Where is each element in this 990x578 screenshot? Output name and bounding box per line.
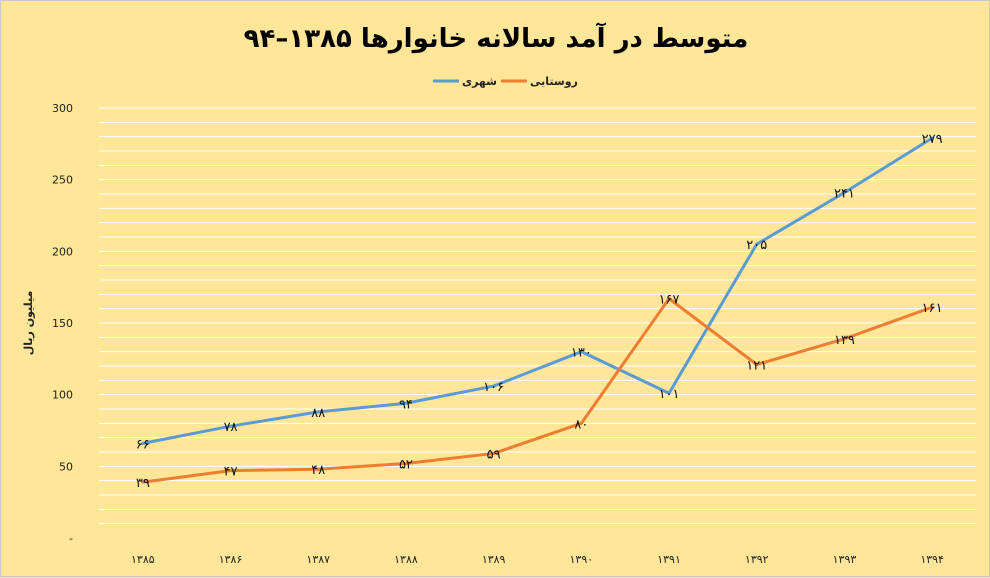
data-label: ۱۶۱ (922, 301, 943, 316)
x-tick-label: ۱۳۹۱ (657, 553, 681, 566)
data-label: ۱۶۷ (659, 293, 680, 308)
data-point (930, 136, 934, 140)
series-layer (141, 136, 934, 484)
data-label: ۵۹ (487, 447, 501, 462)
data-label: ۷۸ (224, 420, 238, 435)
y-tick-label: 50 (59, 460, 73, 473)
data-point (141, 480, 145, 484)
x-tick-label: ۱۳۹۳ (833, 553, 857, 566)
y-tick-label: 150 (52, 317, 73, 330)
data-label: ۸۰ (574, 417, 588, 432)
y-axis-label: میلیون ریال (22, 291, 35, 356)
data-point (316, 467, 320, 471)
chart-title: متوسط در آمد سالانه خانوارها ۱۳۸۵–۹۴ (244, 22, 749, 54)
data-label: ۱۰۶ (483, 380, 504, 395)
data-label: ۸۸ (311, 406, 325, 421)
x-tick-label: ۱۳۹۲ (745, 553, 769, 566)
legend: شهری روستایی (433, 75, 578, 88)
data-point (229, 469, 233, 473)
y-tick-label: 100 (52, 389, 73, 402)
data-point (930, 305, 934, 309)
series-line-urban (141, 136, 934, 445)
data-label: ۵۲ (399, 457, 413, 472)
data-label: ۱۳۹ (834, 333, 855, 348)
y-tick-label: 300 (52, 102, 73, 115)
data-point (579, 350, 583, 354)
data-point (404, 461, 408, 465)
data-label: ۹۴ (399, 397, 413, 412)
data-point (141, 441, 145, 445)
data-point (755, 363, 759, 367)
x-tick-label: ۱۳۸۸ (394, 553, 418, 566)
data-point (842, 191, 846, 195)
data-point (404, 401, 408, 405)
data-label: ۳۹ (136, 476, 150, 491)
data-labels: ۶۶ ۷۸ ۸۸ ۹۴ ۱۰۶ ۱۳۰ ۱۰۱ ۲۰۵ ۲۴۱ ۲۷۹ ۳۹ ۴۷ ۴۸ ۵۲ ۵۹ ۸۰ ۱۶… (136, 132, 943, 491)
data-point (667, 391, 671, 395)
x-axis: ۱۳۸۵ ۱۳۸۶ ۱۳۸۷ ۱۳۸۸ ۱۳۸۹ ۱۳۹۰ ۱۳۹۱ ۱۳۹۲ ۱۳۹۳ ۱۳۹۴ (131, 553, 944, 566)
data-point (492, 384, 496, 388)
x-tick-label: ۱۳۸۹ (482, 553, 506, 566)
data-label: ۴۸ (311, 463, 325, 478)
data-label: ۱۲۱ (746, 359, 767, 374)
gridlines (99, 107, 976, 525)
series-line-rural (141, 297, 934, 484)
data-label: ۱۳۰ (571, 346, 592, 361)
data-point (492, 451, 496, 455)
legend-label-urban: شهری (462, 75, 497, 88)
data-point (667, 297, 671, 301)
y-tick-label: 250 (52, 174, 73, 187)
x-tick-label: ۱۳۸۵ (131, 553, 155, 566)
data-label: ۱۰۱ (659, 387, 680, 402)
data-point (842, 337, 846, 341)
x-tick-label: ۱۳۸۶ (219, 553, 243, 566)
y-tick-label: 200 (52, 245, 73, 258)
data-point (316, 410, 320, 414)
y-axis: - 50 100 150 200 250 300 (52, 102, 73, 545)
data-label: ۲۷۹ (922, 132, 943, 147)
data-label: ۴۷ (224, 465, 238, 480)
data-label: ۲۴۱ (834, 187, 855, 202)
x-tick-label: ۱۳۹۰ (570, 553, 594, 566)
data-label: ۲۰۵ (746, 238, 767, 253)
data-point (579, 421, 583, 425)
data-label: ۶۶ (136, 437, 150, 452)
x-tick-label: ۱۳۸۷ (306, 553, 330, 566)
data-point (755, 242, 759, 246)
data-point (229, 424, 233, 428)
y-tick-label: - (69, 532, 73, 545)
x-tick-label: ۱۳۹۴ (920, 553, 944, 566)
legend-label-rural: روستایی (530, 75, 578, 88)
